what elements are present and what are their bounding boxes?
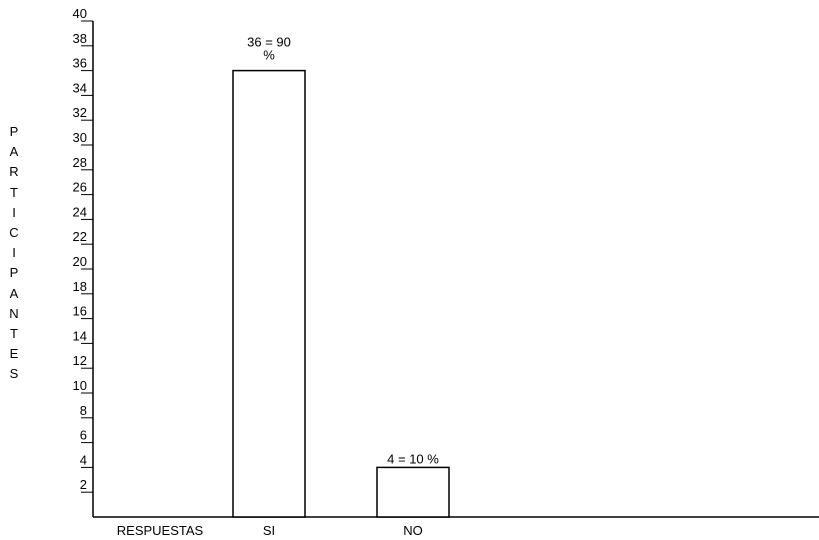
- y-tick-label: 30: [73, 130, 87, 145]
- data-label: 4 = 10 %: [387, 451, 439, 466]
- y-tick-label: 38: [73, 31, 87, 46]
- y-tick-label: 40: [73, 6, 87, 21]
- y-axis-label-letter: A: [9, 285, 19, 301]
- x-tick-label: NO: [403, 523, 423, 538]
- y-tick-label: 8: [80, 403, 87, 418]
- y-tick-label: 32: [73, 105, 87, 120]
- bar-si: [232, 69, 306, 518]
- y-axis-label-letter: T: [10, 326, 18, 342]
- y-tick-label: 36: [73, 56, 87, 71]
- y-tick-label: 16: [73, 304, 87, 319]
- y-axis-label-letter: P: [9, 265, 19, 281]
- y-tick-label: 14: [73, 328, 87, 343]
- y-axis-label-letter: R: [9, 164, 19, 180]
- y-tick-label: 28: [73, 155, 87, 170]
- y-tick-label: 12: [73, 353, 87, 368]
- x-axis: RESPUESTAS SI NO: [93, 516, 819, 538]
- y-tick-label: 2: [80, 477, 87, 492]
- y-tick-label: 26: [73, 180, 87, 195]
- y-axis-label-letter: S: [9, 366, 19, 382]
- bar-no: [376, 466, 450, 518]
- y-axis-label-letter: I: [12, 204, 16, 220]
- y-axis-label-letter: A: [9, 144, 19, 160]
- y-tick-label: 22: [73, 229, 87, 244]
- bars: 36 = 90 % 4 = 10 %: [232, 35, 450, 518]
- y-axis-label-letter: E: [9, 346, 19, 362]
- y-axis-label-letter: N: [9, 305, 19, 321]
- x-tick-label: SI: [263, 523, 275, 538]
- y-tick-label: 6: [80, 428, 87, 443]
- y-axis-label-letter: I: [12, 245, 16, 261]
- y-axis-label-letter: C: [9, 225, 19, 241]
- y-tick-label: 20: [73, 254, 87, 269]
- y-tick-label: 4: [80, 452, 87, 467]
- y-tick-label: 18: [73, 279, 87, 294]
- x-axis-title: RESPUESTAS: [117, 523, 204, 538]
- data-label: 36 = 90%: [247, 35, 291, 63]
- y-tick-label: 10: [73, 378, 87, 393]
- y-tick-label: 34: [73, 80, 87, 95]
- y-axis-label-letter: T: [10, 184, 18, 200]
- y-tick-label: 24: [73, 204, 87, 219]
- y-axis-label-letter: P: [9, 124, 19, 139]
